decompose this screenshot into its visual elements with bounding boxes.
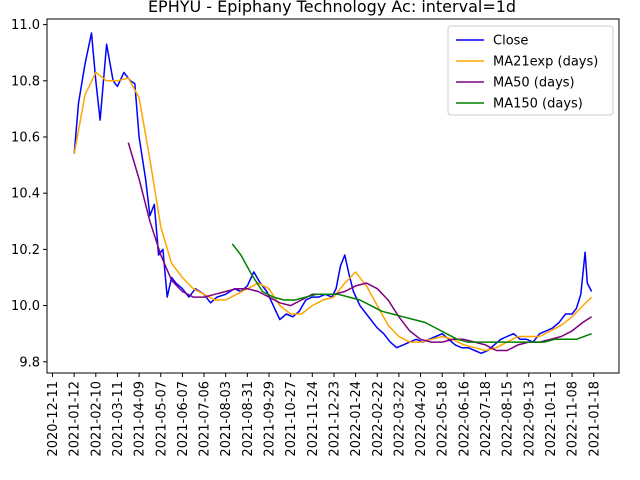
x-tick-label: 2021-01-12 — [68, 381, 83, 457]
x-tick-label: 2022-02-22 — [371, 381, 386, 457]
x-tick-label: 2022-05-18 — [436, 381, 451, 457]
legend-label: MA21exp (days) — [493, 55, 598, 70]
y-tick-label: 11.0 — [11, 18, 40, 33]
series-line-2 — [127, 142, 593, 352]
x-tick-label: 2021-09-29 — [263, 381, 278, 457]
x-tick-label: 2022-04-20 — [414, 381, 429, 457]
x-tick-label: 2021-10-27 — [284, 381, 299, 457]
x-tick-label: 2022-10-11 — [544, 381, 559, 457]
x-tick-label: 2021-05-07 — [154, 381, 169, 457]
x-tick-label: 2020-12-11 — [46, 381, 61, 457]
x-tick-label: 2021-02-10 — [89, 381, 104, 457]
chart-title: EPHYU - Epiphany Technology Ac: interval… — [148, 0, 516, 16]
legend: Close MA21exp (days) MA50 (days) MA150 (day… — [447, 25, 614, 116]
x-tick-label: 2021-12-23 — [327, 381, 342, 457]
legend-box — [447, 25, 614, 116]
series-line-3 — [231, 243, 592, 343]
y-tick-label: 10.2 — [11, 243, 40, 258]
y-tick-label: 10.8 — [11, 74, 40, 89]
x-tick-label: 2022-01-24 — [349, 381, 364, 457]
x-tick-label: 2021-08-03 — [219, 381, 234, 457]
x-tick-label: 2021-06-07 — [176, 381, 191, 457]
x-axis: 2020-12-11 2021-01-12 2021-02-10 2021-03-11… — [46, 373, 602, 457]
y-tick-label: 9.8 — [19, 355, 40, 370]
x-tick-label: 2021-11-24 — [306, 381, 321, 457]
legend-label: MA150 (days) — [493, 97, 583, 112]
y-tick-label: 10.4 — [11, 187, 40, 202]
x-tick-label: 2021-04-09 — [133, 381, 148, 457]
x-tick-label: 2022-07-18 — [479, 381, 494, 457]
x-tick-label: 2022-11-08 — [566, 381, 581, 457]
x-tick-label: 2021-07-06 — [198, 381, 213, 457]
x-tick-label: 2021-01-18 — [587, 381, 602, 457]
y-tick-label: 10.0 — [11, 299, 40, 314]
series-line-0 — [73, 32, 593, 355]
x-tick-label: 2022-03-22 — [392, 381, 407, 457]
legend-label: MA50 (days) — [493, 76, 575, 91]
x-tick-label: 2022-06-16 — [457, 381, 472, 457]
x-tick-label: 2021-08-31 — [241, 381, 256, 457]
y-tick-label: 10.6 — [11, 131, 40, 146]
x-tick-label: 2022-08-15 — [501, 381, 516, 457]
legend-label: Close — [493, 34, 528, 49]
x-tick-label: 2021-03-11 — [111, 381, 126, 457]
x-tick-label: 2022-09-13 — [522, 381, 537, 457]
series-layer — [73, 32, 593, 355]
y-axis: 9.8 10.0 10.2 10.4 10.6 10.8 11.0 — [11, 18, 47, 370]
